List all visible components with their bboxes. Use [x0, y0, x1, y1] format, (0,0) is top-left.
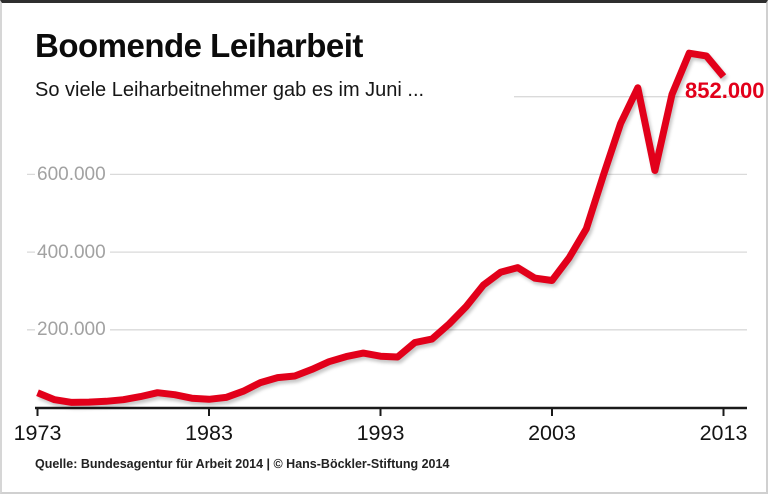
x-axis-label: 1973	[13, 421, 62, 445]
x-axis-label: 2013	[699, 421, 748, 445]
data-line	[36, 49, 727, 406]
y-axis-label: 600.000	[35, 163, 110, 185]
value-annotation: 852.000	[685, 78, 765, 103]
chart-canvas	[27, 49, 747, 416]
source-attribution: Quelle: Bundesagentur für Arbeit 2014 | …	[35, 457, 450, 471]
x-axis-label: 1983	[185, 421, 233, 445]
y-axis-label: 400.000	[35, 241, 110, 263]
line-chart: 200.000 400.000 600.000 1973 1983 1993 2003 201…	[2, 3, 766, 492]
chart-subtitle: So viele Leiharbeitnehmer gab es im Juni…	[35, 79, 425, 101]
x-axis-label: 1993	[356, 421, 405, 445]
chart-title: Boomende Leiharbeit	[35, 27, 363, 64]
x-axis-label: 2003	[528, 421, 576, 445]
y-axis-label: 200.000	[35, 319, 110, 341]
